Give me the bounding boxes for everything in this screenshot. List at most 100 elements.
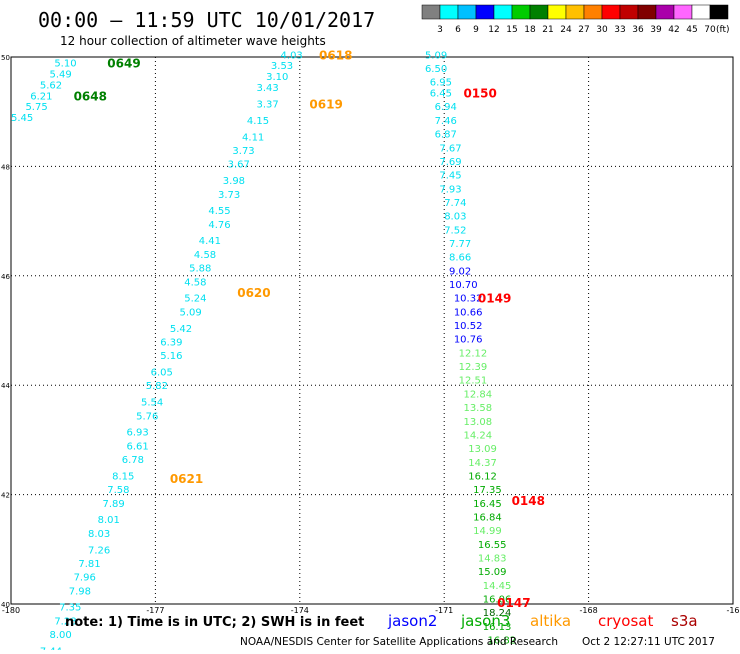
wave-height-point: 16.13 bbox=[483, 622, 512, 633]
wave-height-point: 7.28 bbox=[54, 616, 76, 627]
wave-height-point: 7.74 bbox=[444, 198, 466, 209]
wave-height-point: 6.87 bbox=[435, 130, 457, 141]
color-swatch bbox=[475, 4, 495, 20]
wave-height-point: 4.03 bbox=[281, 50, 303, 61]
wave-height-point: 14.83 bbox=[478, 554, 507, 565]
wave-height-point: 6.78 bbox=[122, 455, 144, 466]
wave-height-point: 13.08 bbox=[463, 417, 492, 428]
wave-height-point: 5.49 bbox=[50, 69, 72, 80]
wave-height-point: 5.54 bbox=[141, 398, 163, 409]
y-tick-label: 46 bbox=[1, 273, 10, 281]
wave-height-point: 7.69 bbox=[439, 157, 461, 168]
wave-height-point: 7.96 bbox=[74, 573, 96, 584]
color-swatch bbox=[529, 4, 549, 20]
colorbar-tick-label: 36 bbox=[632, 25, 644, 35]
track-label: 0620 bbox=[237, 286, 270, 300]
x-tick-label: -171 bbox=[435, 606, 453, 615]
wave-height-point: 4.15 bbox=[247, 116, 269, 127]
plot-area: -180 -177 -174 -171 -168 -164042444648505.105… bbox=[1, 48, 740, 654]
footer-credit: NOAA/NESDIS Center for Satellite Applica… bbox=[240, 636, 558, 648]
y-tick-label: 40 bbox=[1, 601, 10, 609]
colorbar-unit-label: (ft) bbox=[716, 25, 730, 35]
wave-height-point: 16.55 bbox=[478, 540, 507, 551]
wave-height-point: 7.77 bbox=[449, 239, 471, 250]
x-tick-label: -174 bbox=[291, 606, 309, 615]
wave-height-point: 14.45 bbox=[483, 581, 512, 592]
wave-height-point: 7.45 bbox=[439, 171, 461, 182]
track-label: 0149 bbox=[478, 292, 511, 306]
wave-height-point: 15.09 bbox=[478, 567, 507, 578]
wave-height-point: 8.66 bbox=[449, 253, 471, 264]
color-swatch bbox=[493, 4, 513, 20]
wave-height-point: 18.24 bbox=[483, 608, 512, 619]
wave-height-point: 5.75 bbox=[25, 102, 47, 113]
wave-height-point: 6.50 bbox=[425, 64, 447, 75]
wave-height-point: 16.45 bbox=[473, 499, 502, 510]
wave-height-point: 10.76 bbox=[454, 335, 483, 346]
y-tick-label: 42 bbox=[1, 492, 10, 500]
wave-height-point: 3.98 bbox=[223, 176, 245, 187]
colorbar-tick-label: 9 bbox=[473, 25, 479, 35]
color-swatch bbox=[583, 4, 603, 20]
wave-height-point: 3.67 bbox=[228, 160, 250, 171]
chart-subtitle: 12 hour collection of altimeter wave hei… bbox=[60, 34, 326, 48]
wave-height-point: 5.09 bbox=[179, 307, 201, 318]
wave-height-point: 6.93 bbox=[127, 428, 149, 439]
wave-height-point: 5.62 bbox=[40, 80, 62, 91]
colorbar-tick-label: 42 bbox=[668, 25, 679, 35]
color-swatch bbox=[673, 4, 693, 20]
wave-height-point: 12.84 bbox=[463, 389, 492, 400]
wave-height-point: 7.52 bbox=[444, 225, 466, 236]
track-label: 0148 bbox=[512, 494, 545, 508]
wave-height-point: 10.32 bbox=[454, 294, 483, 305]
wave-height-point: 5.88 bbox=[189, 264, 211, 275]
track-label: 0619 bbox=[309, 97, 342, 111]
wave-height-point: 12.12 bbox=[459, 348, 488, 359]
wave-height-point: 3.10 bbox=[266, 72, 288, 83]
color-scale-bar: 3 6 9 12 15 18 21 24 27 30 33 36 39 42 45 70 (ft) bbox=[421, 4, 730, 35]
colorbar-tick-label: 30 bbox=[596, 25, 608, 35]
wave-height-point: 3.37 bbox=[256, 99, 278, 110]
wave-height-point: 4.58 bbox=[194, 250, 216, 261]
wave-height-point: 14.24 bbox=[463, 430, 492, 441]
wave-height-point: 12.51 bbox=[459, 376, 488, 387]
color-swatch bbox=[655, 4, 675, 20]
wave-height-point: 3.73 bbox=[218, 190, 240, 201]
wave-height-point: 10.52 bbox=[454, 321, 483, 332]
wave-height-point: 9.02 bbox=[449, 266, 471, 277]
wave-height-point: 3.73 bbox=[232, 146, 254, 157]
wave-height-point: 16.06 bbox=[483, 595, 512, 606]
wave-height-point: 7.81 bbox=[78, 559, 100, 570]
color-swatch bbox=[565, 4, 585, 20]
wave-height-point: 12.39 bbox=[459, 362, 488, 373]
wave-height-point: 5.42 bbox=[170, 324, 192, 335]
wave-height-point: 7.67 bbox=[439, 143, 461, 154]
colorbar-tick-label: 45 bbox=[686, 25, 697, 35]
colorbar-tick-label: 27 bbox=[578, 25, 589, 35]
wave-height-point: 14.99 bbox=[473, 526, 502, 537]
wave-height-point: 3.53 bbox=[271, 61, 293, 72]
wave-height-point: 4.55 bbox=[208, 206, 230, 217]
wave-height-point: 13.58 bbox=[463, 403, 492, 414]
wave-height-point: 7.46 bbox=[435, 116, 457, 127]
x-tick-label: -16 bbox=[726, 606, 739, 615]
colorbar-tick-label: 24 bbox=[560, 25, 572, 35]
y-tick-label: 44 bbox=[1, 382, 10, 390]
chart-title: 00:00 – 11:59 UTC 10/01/2017 bbox=[38, 8, 375, 32]
wave-height-point: 4.58 bbox=[184, 277, 206, 288]
wave-height-point: 17.35 bbox=[473, 485, 502, 496]
wave-height-point: 13.09 bbox=[468, 444, 497, 455]
footer-note: note: 1) Time is in UTC; 2) SWH is in fe… bbox=[65, 615, 364, 630]
wave-height-point: 6.45 bbox=[430, 89, 452, 100]
wave-height-point: 8.01 bbox=[98, 515, 120, 526]
color-swatch bbox=[547, 4, 567, 20]
wave-height-point: 16.82 bbox=[488, 636, 517, 647]
wave-height-point: 5.76 bbox=[136, 411, 158, 422]
color-swatch bbox=[709, 4, 729, 20]
colorbar-tick-label: 18 bbox=[524, 25, 536, 35]
colorbar-tick-label: 12 bbox=[488, 25, 499, 35]
colorbar-tick-label: 15 bbox=[506, 25, 517, 35]
legend-entry-jason3: jason3 bbox=[460, 612, 510, 630]
footer-timestamp: Oct 2 12:27:11 UTC 2017 bbox=[582, 636, 715, 648]
